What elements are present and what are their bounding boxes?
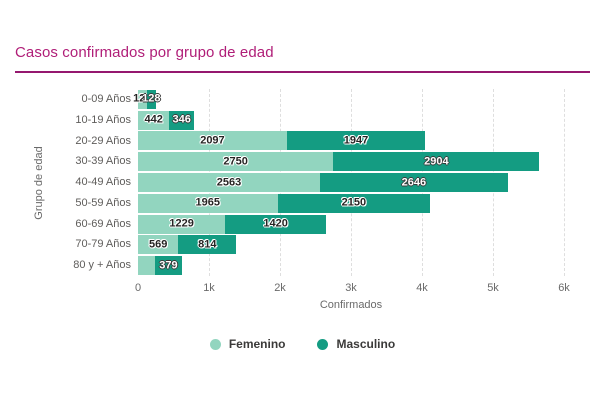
title-underline — [15, 71, 590, 73]
bar-value-label-femenino: 2097 — [200, 134, 225, 147]
bar-segment-masculino[interactable] — [155, 256, 182, 276]
bar-value-label-masculino: 2150 — [341, 196, 367, 209]
bar-segment-masculino[interactable] — [277, 193, 431, 213]
legend: Femenino Masculino — [0, 335, 605, 353]
legend-label-femenino: Femenino — [228, 337, 286, 351]
x-tick-label-0: 0 — [134, 282, 142, 294]
bar-value-label-masculino: 1420 — [263, 217, 288, 230]
bar-segment-masculino[interactable] — [286, 131, 426, 151]
bar-segment-femenino[interactable] — [138, 173, 320, 192]
bar-segment-femenino[interactable] — [138, 152, 334, 172]
bar-segment-femenino[interactable] — [138, 214, 226, 234]
bar-value-label-masculino: 814 — [198, 238, 217, 251]
bar-segment-masculino[interactable] — [169, 110, 194, 130]
chart-title: Casos confirmados por grupo de edad — [15, 44, 274, 61]
masculino-legend-dot-icon — [317, 338, 329, 350]
y-category-label: 60-69 Años — [75, 217, 131, 230]
bar-value-label-femenino: 569 — [149, 238, 168, 251]
bar-row: 1965 2150 — [138, 193, 564, 213]
x-tick-label-6k: 6k — [558, 282, 570, 294]
legend-label-masculino: Masculino — [336, 337, 396, 351]
y-category-label: 70-79 Años — [75, 238, 131, 251]
x-axis-tick-labels: 0 1k 2k 3k 4k 5k 6k — [134, 282, 570, 296]
bar-segment-femenino[interactable] — [138, 110, 170, 130]
y-category-label: 50-59 Años — [75, 196, 131, 209]
x-tick-label-2k: 2k — [274, 282, 286, 294]
bar-row: 2563 2646 — [138, 173, 564, 192]
x-tick-label-5k: 5k — [487, 282, 499, 294]
gridline-6k — [564, 89, 565, 276]
bar-row: 569 814 — [138, 235, 564, 255]
x-axis-title: Confirmados — [319, 299, 383, 311]
bar-segment-femenino[interactable] — [138, 131, 287, 151]
legend-item-femenino[interactable]: Femenino — [209, 337, 286, 351]
x-tick-label-4k: 4k — [416, 282, 428, 294]
bar-row: 2750 2904 — [138, 152, 564, 172]
y-category-label: 80 y + Años — [73, 259, 131, 272]
bar-value-label-femenino: 2563 — [216, 176, 242, 188]
bar-segment-masculino[interactable] — [333, 152, 540, 172]
bar-row: 1229 1420 — [138, 214, 564, 234]
bar-row: 2097 1947 — [138, 131, 564, 151]
bar-value-label-masculino: 379 — [159, 259, 178, 272]
bar-segment-masculino[interactable] — [178, 235, 237, 255]
bar-row: 442 346 — [138, 110, 564, 130]
y-category-label: 20-29 Años — [75, 134, 131, 147]
bar-segment-femenino[interactable] — [138, 235, 179, 255]
plot-area: 123 128 442 346 2097 1947 2750 2904 2563 2646 1965… — [133, 89, 565, 276]
bar-segment-masculino[interactable] — [225, 214, 327, 234]
femenino-legend-dot-icon — [209, 338, 221, 350]
bar-value-label-femenino: 2750 — [223, 155, 248, 168]
bar-value-label-femenino: 442 — [144, 113, 163, 126]
bar-row: 379 — [138, 256, 564, 276]
y-category-label: 40-49 Años — [75, 176, 131, 189]
y-axis-category-labels: 0-09 Años 10-19 Años 20-29 Años 30-39 Años 4… — [0, 89, 131, 276]
x-tick-label-3k: 3k — [345, 282, 357, 294]
y-category-label: 0-09 Años — [81, 93, 131, 105]
bar-segment-femenino[interactable] — [138, 256, 156, 276]
bar-value-label-femenino: 123 — [133, 92, 152, 105]
bar-segment-masculino[interactable] — [146, 89, 156, 109]
bar-segment-femenino[interactable] — [138, 193, 278, 213]
legend-item-masculino[interactable]: Masculino — [317, 337, 395, 351]
bar-value-label-masculino: 346 — [172, 113, 191, 126]
bar-value-label-masculino: 2646 — [401, 176, 427, 188]
bar-value-label-masculino: 128 — [142, 92, 161, 105]
bar-value-label-masculino: 2904 — [424, 155, 449, 168]
y-category-label: 10-19 Años — [75, 113, 131, 126]
bar-row: 123 128 — [133, 89, 564, 109]
y-category-label: 30-39 Años — [75, 155, 131, 168]
bar-value-label-femenino: 1229 — [169, 217, 194, 230]
x-tick-label-1k: 1k — [203, 282, 215, 294]
bar-segment-masculino[interactable] — [319, 173, 508, 192]
bar-value-label-femenino: 1965 — [195, 196, 220, 209]
bar-value-label-masculino: 1947 — [343, 134, 369, 147]
bar-segment-femenino[interactable] — [138, 89, 147, 109]
